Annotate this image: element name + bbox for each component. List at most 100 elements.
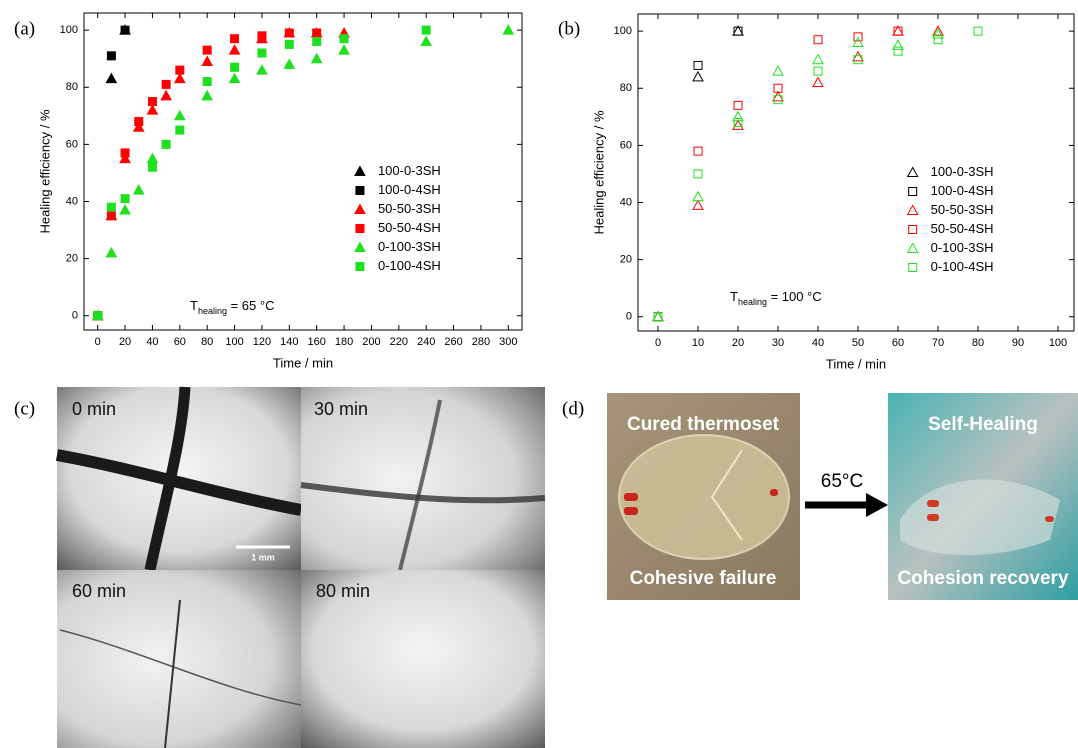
dye bbox=[624, 493, 638, 501]
data-point bbox=[814, 67, 822, 75]
x-tick-label: 180 bbox=[335, 336, 353, 348]
dye bbox=[770, 489, 778, 496]
data-point bbox=[230, 74, 240, 83]
data-point bbox=[106, 74, 116, 83]
legend-marker bbox=[356, 225, 364, 233]
scale-bar-label: 1 mm bbox=[251, 552, 275, 562]
annotation: Thealing = 65 °C bbox=[190, 298, 274, 316]
page: { "chart_data": [ { "type": "scatter", "… bbox=[0, 0, 1078, 748]
data-point bbox=[773, 66, 783, 75]
photo-left: Cured thermoset Cohesive failure bbox=[607, 393, 800, 600]
data-point bbox=[934, 36, 942, 44]
x-tick-label: 40 bbox=[812, 337, 824, 349]
legend-marker bbox=[909, 226, 917, 234]
data-point bbox=[148, 98, 156, 106]
frame-label: 30 min bbox=[314, 399, 368, 419]
legend-label: 100-0-3SH bbox=[378, 163, 441, 178]
legend-label: 0-100-3SH bbox=[378, 239, 441, 254]
x-tick-label: 100 bbox=[1049, 337, 1067, 349]
legend-marker bbox=[909, 264, 917, 272]
legend-marker bbox=[356, 187, 364, 195]
data-point bbox=[94, 312, 102, 320]
legend-marker bbox=[355, 243, 365, 252]
data-point bbox=[230, 45, 240, 54]
y-tick-label: 40 bbox=[620, 196, 632, 208]
arrow: 65°C bbox=[805, 471, 888, 517]
annotation-rest: = 65 °C bbox=[227, 298, 274, 313]
photo-caption: Cohesive failure bbox=[630, 568, 777, 589]
dye bbox=[624, 507, 638, 515]
x-tick-label: 240 bbox=[417, 336, 435, 348]
data-point bbox=[107, 212, 115, 220]
data-point bbox=[134, 185, 144, 194]
x-tick-label: 70 bbox=[932, 337, 944, 349]
annotation-main: T bbox=[190, 298, 198, 313]
x-tick-label: 260 bbox=[444, 336, 462, 348]
arrow-label: 65°C bbox=[821, 471, 863, 492]
legend-marker bbox=[356, 263, 364, 271]
x-tick-label: 120 bbox=[253, 336, 271, 348]
photo-caption: Self-Healing bbox=[928, 414, 1038, 435]
data-point bbox=[813, 78, 823, 87]
y-tick-label: 60 bbox=[620, 139, 632, 151]
data-point bbox=[231, 35, 239, 43]
data-point bbox=[162, 80, 170, 88]
legend-label: 100-0-3SH bbox=[931, 164, 994, 179]
x-tick-label: 280 bbox=[472, 336, 490, 348]
x-tick-label: 50 bbox=[852, 337, 864, 349]
data-point bbox=[106, 248, 116, 257]
data-point bbox=[161, 91, 171, 100]
data-point bbox=[693, 72, 703, 81]
annotation-sub: healing bbox=[738, 297, 767, 307]
y-tick-label: 100 bbox=[614, 25, 632, 37]
data-point bbox=[257, 65, 267, 74]
x-tick-label: 60 bbox=[174, 336, 186, 348]
data-point bbox=[894, 47, 902, 55]
legend-label: 50-50-4SH bbox=[931, 221, 994, 236]
sample-disc bbox=[619, 435, 789, 559]
x-tick-label: 90 bbox=[1012, 337, 1024, 349]
legend-label: 50-50-4SH bbox=[378, 220, 441, 235]
photo-caption: Cohesion recovery bbox=[897, 568, 1068, 589]
x-tick-label: 80 bbox=[201, 336, 213, 348]
x-tick-label: 220 bbox=[390, 336, 408, 348]
data-point bbox=[313, 38, 321, 46]
y-tick-label: 60 bbox=[66, 138, 78, 150]
legend-marker bbox=[908, 244, 918, 253]
y-tick-label: 0 bbox=[72, 310, 78, 322]
data-point bbox=[203, 78, 211, 86]
legend-label: 50-50-3SH bbox=[931, 202, 994, 217]
y-axis-title: Healing efficiency / % bbox=[37, 109, 52, 233]
legend-marker bbox=[908, 168, 918, 177]
annotation-sub: healing bbox=[198, 306, 227, 316]
legend-label: 0-100-3SH bbox=[931, 240, 994, 255]
legend: 100-0-3SH100-0-4SH50-50-3SH50-50-4SH0-10… bbox=[355, 163, 441, 273]
data-point bbox=[162, 140, 170, 148]
data-point bbox=[974, 27, 982, 35]
data-point bbox=[258, 32, 266, 40]
data-point bbox=[813, 55, 823, 64]
data-point bbox=[121, 149, 129, 157]
photo-right: Self-Healing Cohesion recovery bbox=[888, 393, 1078, 600]
data-point bbox=[175, 74, 185, 83]
data-point bbox=[147, 105, 157, 114]
arrow-head bbox=[866, 493, 888, 517]
x-tick-label: 0 bbox=[655, 337, 661, 349]
data-point bbox=[203, 46, 211, 54]
y-tick-label: 20 bbox=[620, 254, 632, 266]
data-point bbox=[693, 200, 703, 209]
data-point bbox=[422, 26, 430, 34]
data-point bbox=[814, 36, 822, 44]
photo-caption: Cured thermoset bbox=[627, 414, 780, 435]
data-point bbox=[121, 26, 129, 34]
y-tick-label: 20 bbox=[66, 253, 78, 265]
x-tick-label: 10 bbox=[692, 337, 704, 349]
data-point bbox=[285, 40, 293, 48]
frame-label: 80 min bbox=[316, 581, 370, 601]
data-point bbox=[107, 203, 115, 211]
legend-label: 100-0-4SH bbox=[931, 183, 994, 198]
data-point bbox=[503, 25, 513, 34]
x-tick-label: 80 bbox=[972, 337, 984, 349]
data-point bbox=[176, 126, 184, 134]
x-tick-label: 100 bbox=[225, 336, 243, 348]
